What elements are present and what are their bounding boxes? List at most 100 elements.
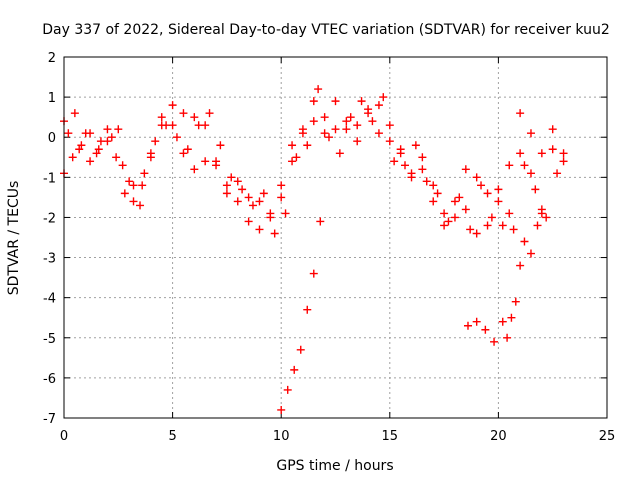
data-point (553, 169, 562, 178)
chart-title: Day 337 of 2022, Sidereal Day-to-day VTE… (42, 22, 610, 38)
series-track-a (60, 101, 568, 218)
data-point (559, 149, 568, 158)
data-point (335, 149, 344, 158)
data-point (316, 217, 325, 226)
data-point (481, 325, 490, 334)
data-point (422, 177, 431, 186)
data-point (190, 113, 199, 122)
data-points (60, 85, 568, 414)
data-point (490, 337, 499, 346)
data-point (227, 173, 236, 182)
data-point (277, 181, 286, 190)
data-point (136, 201, 145, 210)
data-point (216, 141, 225, 150)
data-point (194, 121, 203, 130)
data-point (531, 185, 540, 194)
data-point (248, 201, 257, 210)
data-point (270, 229, 279, 238)
data-point (107, 133, 116, 142)
data-point (288, 157, 297, 166)
data-point (466, 225, 475, 234)
data-point (411, 141, 420, 150)
data-point (346, 113, 355, 122)
data-point (324, 133, 333, 142)
data-point (75, 145, 84, 154)
data-point (505, 161, 514, 170)
y-tick-label: 2 (48, 51, 56, 66)
data-point (86, 157, 95, 166)
y-tick-label: -4 (43, 292, 56, 307)
data-point (364, 105, 373, 114)
data-point (494, 197, 503, 206)
series-track-c (64, 85, 562, 238)
data-point (374, 101, 383, 110)
data-point (179, 109, 188, 118)
data-point (505, 209, 514, 218)
data-point (463, 321, 472, 330)
data-point (407, 173, 416, 182)
data-point (244, 217, 253, 226)
data-point (205, 109, 214, 118)
data-point (233, 197, 242, 206)
data-point (440, 209, 449, 218)
data-point (288, 141, 297, 150)
data-point (542, 213, 551, 222)
data-point (516, 149, 525, 158)
data-point (201, 157, 210, 166)
data-point (342, 125, 351, 134)
x-tick-label: 20 (490, 429, 507, 444)
data-point (401, 161, 410, 170)
data-point (259, 189, 268, 198)
data-point (472, 229, 481, 238)
data-point (433, 189, 442, 198)
y-tick-label: -1 (43, 171, 56, 186)
data-point (385, 137, 394, 146)
data-point (303, 141, 312, 150)
data-point (483, 189, 492, 198)
data-point (509, 225, 518, 234)
y-tick-label: -6 (43, 372, 56, 387)
data-point (222, 189, 231, 198)
data-point (516, 109, 525, 118)
data-point (418, 153, 427, 162)
data-point (129, 197, 138, 206)
data-point (138, 181, 147, 190)
data-point (396, 149, 405, 158)
data-point (548, 125, 557, 134)
data-point (298, 125, 307, 134)
data-point (331, 97, 340, 106)
data-point (118, 161, 127, 170)
data-point (429, 197, 438, 206)
data-point (520, 237, 529, 246)
y-tick-label: -2 (43, 211, 56, 226)
data-point (103, 125, 112, 134)
y-tick-label: -5 (43, 332, 56, 347)
data-point (511, 297, 520, 306)
data-point (212, 161, 221, 170)
data-point (292, 153, 301, 162)
data-point (309, 269, 318, 278)
data-point (385, 121, 394, 130)
series-track-e (463, 209, 546, 346)
data-point (559, 157, 568, 166)
data-point (157, 113, 166, 122)
data-point (244, 193, 253, 202)
data-point (353, 121, 362, 130)
data-point (94, 145, 103, 154)
data-point (255, 197, 264, 206)
x-axis-label: GPS time / hours (276, 458, 393, 474)
data-point (507, 313, 516, 322)
data-point (526, 169, 535, 178)
data-point (483, 221, 492, 230)
data-point (233, 177, 242, 186)
y-tick-label: 1 (48, 91, 56, 106)
data-point (498, 317, 507, 326)
data-point (444, 217, 453, 226)
data-point (472, 173, 481, 182)
data-point (374, 129, 383, 138)
x-tick-label: 15 (382, 429, 399, 444)
y-axis-label: SDTVAR / TECUs (6, 181, 22, 296)
data-point (450, 213, 459, 222)
x-tick-label: 25 (599, 429, 616, 444)
